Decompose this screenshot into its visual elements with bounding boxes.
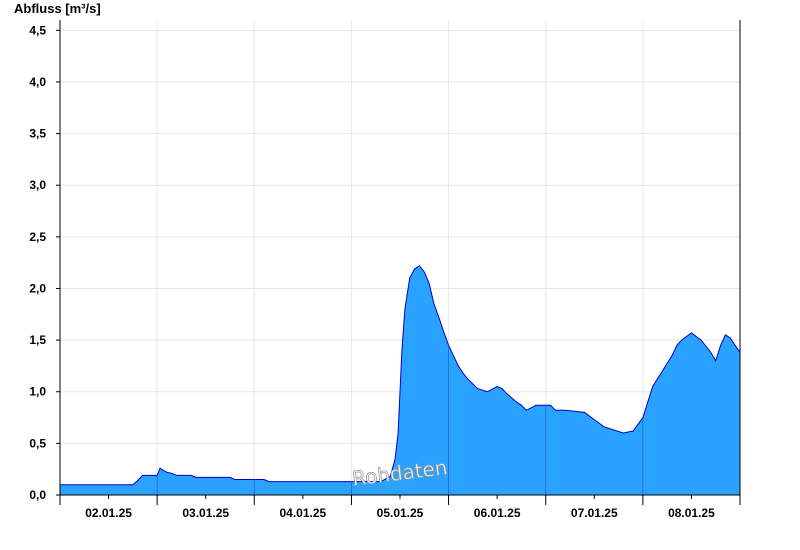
- x-tick-label: 06.01.25: [474, 506, 521, 520]
- y-axis-title: Abfluss [m³/s]: [14, 1, 101, 16]
- discharge-line: [60, 265, 741, 486]
- y-tick-label: 4,5: [29, 23, 46, 37]
- y-tick-label: 3,5: [29, 127, 46, 141]
- x-axis-ticks: 02.01.25 03.01.25 04.01.25 05.01.25 06.01.25…: [59, 495, 741, 520]
- y-tick-label: 1,0: [29, 385, 46, 399]
- x-tick-label: 08.01.25: [668, 506, 715, 520]
- y-tick-label: 2,0: [29, 281, 46, 295]
- y-tick-label: 4,0: [29, 75, 46, 89]
- x-tick-label: 04.01.25: [279, 506, 326, 520]
- y-tick-label: 3,0: [29, 178, 46, 192]
- x-tick-label: 07.01.25: [571, 506, 618, 520]
- x-tick-label: 05.01.25: [377, 506, 424, 520]
- y-tick-label: 2,5: [29, 230, 46, 244]
- x-tick-label: 02.01.25: [85, 506, 132, 520]
- discharge-area: [60, 265, 740, 495]
- y-tick-label: 0,0: [29, 488, 46, 502]
- x-tick-label: 03.01.25: [182, 506, 229, 520]
- y-tick-label: 1,5: [29, 333, 46, 347]
- y-axis-ticks: 0,0 0,5 1,0 1,5 2,0 2,5 3,0 3,5 4,0 4,5: [29, 23, 60, 502]
- y-tick-label: 0,5: [29, 436, 46, 450]
- grid-lines: [60, 20, 740, 495]
- discharge-series: [60, 265, 741, 495]
